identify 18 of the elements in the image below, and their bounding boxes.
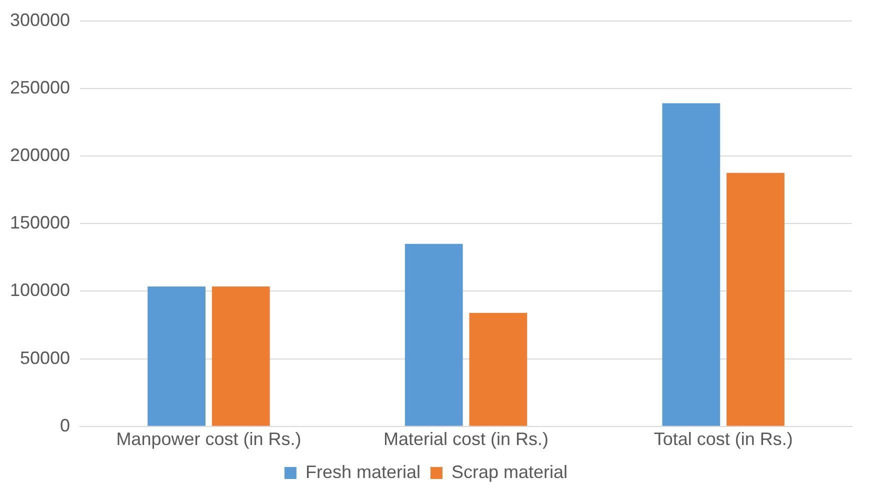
legend-label: Fresh material <box>305 462 420 482</box>
bar <box>212 286 270 426</box>
y-tick-label: 50000 <box>20 348 70 368</box>
bar <box>726 172 784 426</box>
bar <box>662 103 720 426</box>
bar <box>148 286 206 426</box>
x-tick-label: Total cost (in Rs.) <box>654 429 793 450</box>
y-tick-label: 200000 <box>10 144 70 165</box>
y-tick-label: 250000 <box>10 77 70 98</box>
x-tick-label: Manpower cost (in Rs.) <box>116 429 302 450</box>
legend-label: Scrap material <box>451 462 568 482</box>
y-tick-label: 0 <box>60 415 70 436</box>
y-tick-label: 150000 <box>10 212 70 233</box>
y-tick-label: 300000 <box>10 10 70 30</box>
bar <box>469 312 528 426</box>
bar <box>404 244 463 426</box>
y-tick-label: 100000 <box>10 280 70 300</box>
x-tick-label: Material cost (in Rs.) <box>384 429 549 450</box>
